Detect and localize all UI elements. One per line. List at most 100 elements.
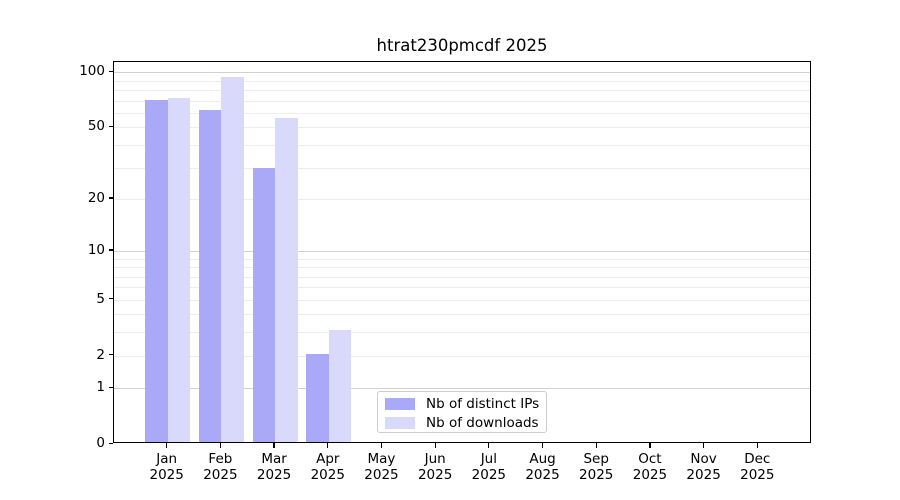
legend-item-downloads: Nb of downloads	[385, 415, 546, 431]
bar-apr-ips	[306, 353, 329, 442]
x-tick	[595, 443, 597, 448]
legend-label-ips: Nb of distinct IPs	[426, 396, 540, 412]
x-tick-label: Jan 2025	[137, 451, 197, 483]
x-tick-label-year: 2025	[256, 466, 292, 483]
x-tick-label-month: Dec	[744, 451, 771, 467]
bar-jan-ips	[145, 100, 168, 442]
gridline-minor	[114, 113, 810, 115]
x-tick	[434, 443, 436, 448]
x-tick-label: Feb 2025	[190, 451, 250, 483]
x-tick-label-month: May	[367, 451, 396, 467]
x-tick	[541, 443, 544, 448]
legend-swatch-downloads-icon	[385, 417, 415, 429]
x-tick-label-month: Mar	[261, 451, 287, 467]
x-tick-label-year: 2025	[579, 466, 614, 483]
x-tick-label-year: 2025	[632, 466, 668, 483]
bar-jan-downloads	[167, 97, 191, 442]
y-tick	[108, 249, 113, 251]
x-tick-label-month: Sep	[583, 451, 609, 467]
bar-apr-downloads	[328, 330, 352, 442]
y-tick	[108, 70, 113, 73]
gridline-minor	[114, 127, 810, 129]
bar-feb-ips	[198, 109, 222, 442]
gridline-minor	[114, 167, 810, 169]
x-tick-label-year: 2025	[525, 466, 560, 483]
x-tick-label-month: Jan	[156, 451, 178, 467]
y-tick	[108, 298, 113, 300]
gridline-major	[114, 250, 810, 252]
x-tick	[327, 443, 329, 448]
x-tick-label-month: Apr	[316, 451, 340, 467]
chart-title: htrat230pmcdf 2025	[376, 36, 548, 55]
x-tick-label-year: 2025	[417, 466, 453, 483]
gridline-minor	[114, 276, 810, 278]
y-tick-label: 2	[96, 346, 105, 363]
x-tick-label: Aug 2025	[513, 451, 573, 483]
x-tick-label: Sep 2025	[566, 451, 626, 483]
gridline-minor	[114, 267, 810, 269]
gridline-minor	[114, 332, 810, 334]
x-tick-label-year: 2025	[686, 466, 721, 483]
x-tick	[219, 443, 221, 448]
y-tick-label: 50	[87, 118, 105, 135]
y-tick	[108, 125, 113, 128]
y-tick	[108, 442, 113, 444]
gridline-minor	[114, 258, 810, 260]
x-tick-label-month: Oct	[638, 451, 662, 467]
x-tick-label: Dec 2025	[727, 451, 787, 483]
gridline-major	[114, 72, 810, 74]
bar-feb-downloads	[221, 77, 244, 442]
x-tick	[649, 443, 651, 448]
y-tick	[108, 354, 113, 356]
x-tick	[703, 443, 705, 448]
legend-swatch-ips-icon	[385, 398, 415, 410]
x-tick	[756, 443, 758, 448]
y-tick-label: 1	[96, 379, 105, 396]
gridline-major	[114, 388, 810, 390]
x-tick-label: Jul 2025	[459, 451, 519, 483]
x-tick	[166, 443, 168, 448]
y-tick-label: 10	[87, 241, 105, 258]
x-tick	[273, 443, 275, 448]
plot-area	[113, 61, 811, 443]
x-tick-label-year: 2025	[740, 466, 775, 483]
gridline-minor	[114, 145, 810, 147]
x-tick	[488, 443, 490, 448]
gridline-minor	[114, 100, 810, 102]
x-tick-label-month: Jun	[424, 451, 446, 467]
x-tick-label: Apr 2025	[298, 451, 358, 483]
x-tick-label-month: Aug	[529, 451, 556, 467]
legend-item-ips: Nb of distinct IPs	[385, 396, 546, 412]
legend-label-downloads: Nb of downloads	[426, 415, 539, 431]
gridline-minor	[114, 90, 810, 92]
bar-mar-ips	[252, 168, 276, 442]
x-tick-label-year: 2025	[364, 466, 399, 483]
legend: Nb of distinct IPs Nb of downloads	[377, 391, 547, 433]
x-tick-label-year: 2025	[310, 466, 345, 483]
x-tick-label: Jun 2025	[405, 451, 465, 483]
x-tick-label-year: 2025	[149, 466, 184, 483]
y-tick	[108, 386, 113, 388]
x-tick-label-month: Nov	[690, 451, 717, 467]
x-tick-label-year: 2025	[203, 466, 238, 483]
gridline-minor	[114, 80, 810, 82]
y-tick	[108, 197, 113, 199]
gridline-minor	[114, 198, 810, 200]
gridline-minor	[114, 287, 810, 289]
x-tick-label: Mar 2025	[244, 451, 304, 483]
x-tick-label-month: Feb	[208, 451, 233, 467]
y-tick-label: 0	[96, 435, 105, 451]
bar-mar-downloads	[275, 117, 298, 442]
gridline-minor	[114, 314, 810, 316]
y-tick-label: 20	[87, 189, 105, 206]
x-tick	[380, 443, 383, 448]
gridline-minor	[114, 299, 810, 301]
gridline-minor	[114, 355, 810, 357]
x-tick-label: May 2025	[351, 451, 411, 483]
x-tick-label: Nov 2025	[674, 451, 734, 483]
y-tick-label: 5	[96, 290, 105, 307]
y-tick-label: 100	[79, 63, 105, 80]
x-tick-label-month: Jul	[480, 451, 497, 467]
x-tick-label: Oct 2025	[620, 451, 680, 483]
